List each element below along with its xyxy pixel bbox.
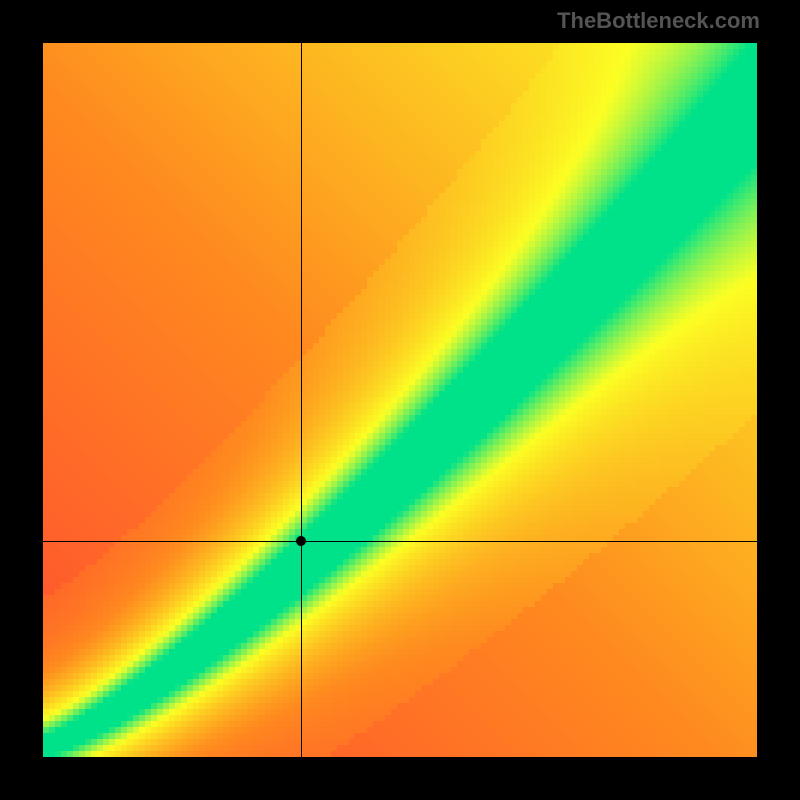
crosshair-vertical — [301, 43, 302, 757]
heatmap-canvas — [43, 43, 757, 757]
watermark-label: TheBottleneck.com — [557, 8, 760, 34]
crosshair-horizontal — [43, 541, 757, 542]
marker-point — [296, 536, 306, 546]
bottleneck-heatmap — [43, 43, 757, 757]
